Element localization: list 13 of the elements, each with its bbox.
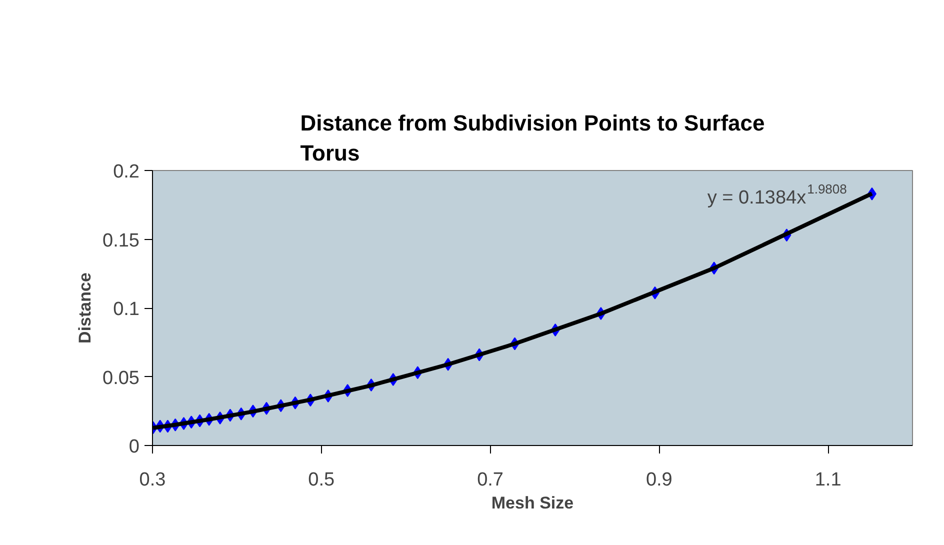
y-tick-label: 0.1 — [113, 299, 140, 320]
x-tick-label: 0.9 — [646, 470, 672, 490]
x-tick-label: 0.7 — [477, 470, 504, 490]
x-axis-title: Mesh Size — [491, 494, 574, 512]
x-tick-label: 1.1 — [814, 470, 842, 490]
y-tick-label: 0.05 — [102, 368, 140, 389]
y-axis-title: Distance — [76, 272, 95, 344]
x-tick-label: 0.3 — [139, 470, 166, 490]
x-tick-label: 0.5 — [308, 470, 335, 490]
chart-title: Distance from Subdivision Points to Surface Torus — [300, 110, 765, 166]
y-tick-label: 0 — [128, 436, 140, 458]
y-tick-label: 0.2 — [113, 162, 140, 182]
y-tick-label: 0.15 — [102, 230, 140, 252]
